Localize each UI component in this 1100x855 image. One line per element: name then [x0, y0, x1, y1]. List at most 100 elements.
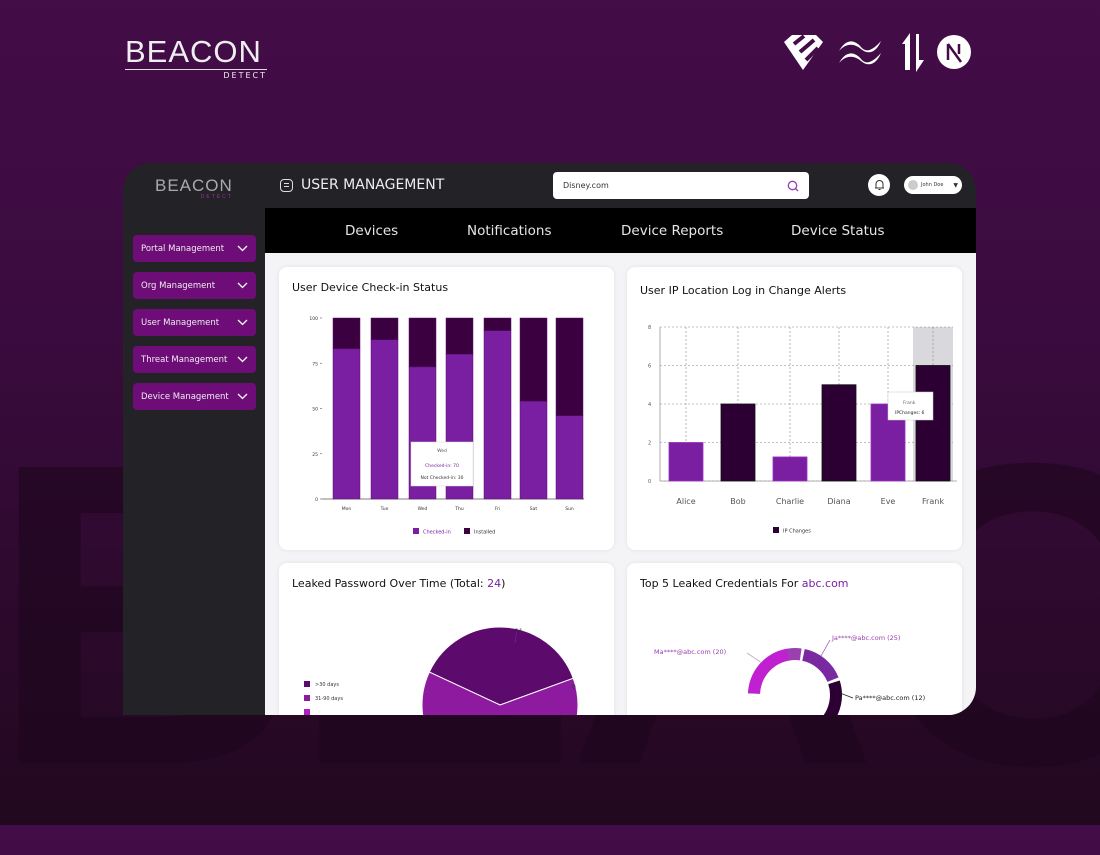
tooltip-title: Frank: [903, 400, 916, 406]
tab-bar: Devices Notifications Device Reports Dev…: [265, 208, 976, 253]
label-line: [562, 686, 572, 692]
legend-swatch: [304, 709, 310, 715]
menu-icon[interactable]: [280, 178, 293, 192]
x-tick-label: Fri: [495, 506, 500, 512]
ip-change-card: User IP Location Log in Change Alerts 0 2…: [627, 267, 962, 550]
label-line: [746, 652, 763, 664]
sidebar-item-org-management[interactable]: Org Management: [133, 272, 256, 299]
leaked-password-card: Leaked Password Over Time (Total: 24) 11…: [279, 563, 614, 715]
tooltip-line: Not Checked-in: 30: [420, 475, 463, 481]
chevron-down-icon: [237, 356, 248, 363]
nextjs-icon: [937, 35, 971, 69]
turborepo-icon: [902, 33, 924, 72]
bar-installed-thu: [445, 317, 474, 355]
tooltip: [410, 441, 474, 487]
tooltip: [887, 391, 934, 421]
notification-bell-button[interactable]: [868, 174, 890, 196]
search-icon[interactable]: [787, 180, 799, 192]
card-title: Leaked Password Over Time (Total: 24): [292, 577, 506, 590]
bell-icon: [874, 180, 884, 190]
dashboard-content: User Device Check-in Status 0 25 50 75 100 Mo…: [265, 253, 976, 715]
app-window: BEACON DETECT Portal Management Org Manag…: [123, 163, 976, 715]
sidebar-item-portal-management[interactable]: Portal Management: [133, 235, 256, 262]
user-menu[interactable]: John Doe ▼: [904, 176, 962, 194]
sidebar-item-user-management[interactable]: User Management: [133, 309, 256, 336]
x-tick-label: Tue: [380, 506, 389, 512]
leaked-credentials-card: Top 5 Leaked Credentials For abc.com Ja*…: [627, 563, 962, 715]
y-tick-label: 75: [312, 361, 318, 367]
x-tick-label: Bob: [730, 497, 745, 506]
bar-diana: [821, 384, 857, 482]
legend-swatch: [304, 695, 310, 701]
tab-devices[interactable]: Devices: [345, 222, 399, 239]
ip-change-chart: 0 2 4 6 8 Alice Bob Charlie Diana Eve Frank Frank IP…: [648, 325, 957, 535]
y-tick-label: 50: [312, 407, 318, 413]
bar-checked-in-mon: [332, 348, 361, 500]
sidebar-item-threat-management[interactable]: Threat Management: [133, 346, 256, 373]
x-tick-label: Sun: [565, 506, 574, 512]
checkin-status-chart: 0 25 50 75 100 Mon Tue Wed Thu Fri Sat Sun Wed Checke…: [309, 316, 584, 536]
sidebar-item-device-management[interactable]: Device Management: [133, 383, 256, 410]
tooltip-line: IPChanges: 6: [895, 410, 925, 416]
y-tick-label: 8: [648, 325, 651, 331]
slice-label: Ja****@abc.com (25): [831, 634, 900, 642]
y-tick-label: 4: [648, 402, 651, 408]
chevron-down-icon: [237, 282, 248, 289]
bar-frank: [915, 365, 951, 482]
tooltip-title: Wed: [437, 448, 447, 454]
legend-label: 31-90 days: [315, 696, 343, 702]
pie-slice: [428, 626, 574, 706]
x-tick-label: Charlie: [776, 497, 804, 506]
bar-checked-in-fri: [483, 330, 512, 500]
x-tick-label: Alice: [676, 497, 695, 506]
bar-checked-in-tue: [370, 339, 399, 500]
card-title: User IP Location Log in Change Alerts: [640, 284, 847, 297]
brand-logo: BEACON DETECT: [125, 34, 267, 80]
bar-checked-in-sat: [519, 401, 548, 500]
tab-device-status[interactable]: Device Status: [791, 222, 885, 239]
page-title: USER MANAGEMENT: [280, 177, 444, 193]
label-line: [820, 639, 831, 657]
avatar: [908, 180, 918, 190]
card-title: Top 5 Leaked Credentials For abc.com: [640, 577, 849, 590]
y-tick-label: 6: [648, 364, 651, 370]
legend-swatch: [304, 681, 310, 687]
bar-installed-fri: [483, 317, 512, 331]
legend-label: Checked-in: [423, 530, 451, 536]
bar-installed-sun: [555, 317, 584, 416]
x-tick-label: Wed: [418, 506, 428, 512]
x-tick-label: Diana: [827, 497, 850, 506]
slice-label: 0: [572, 684, 576, 691]
y-tick-label: 25: [312, 452, 318, 458]
x-tick-label: Thu: [454, 506, 464, 512]
chevron-down-icon: [237, 319, 248, 326]
bar-bob: [720, 403, 756, 482]
donut-segment: [802, 649, 839, 682]
y-tick-label: 0: [648, 479, 651, 485]
chevron-down-icon: [237, 393, 248, 400]
bar-installed-sat: [519, 317, 548, 402]
bar-checked-in-sun: [555, 415, 584, 500]
donut-segment: [748, 648, 789, 694]
card-title: User Device Check-in Status: [292, 281, 449, 294]
search-input[interactable]: Disney.com: [553, 172, 809, 199]
caret-down-icon: ▼: [953, 181, 958, 189]
tab-device-reports[interactable]: Device Reports: [621, 222, 724, 239]
tab-notifications[interactable]: Notifications: [467, 222, 552, 239]
label-line: [839, 692, 854, 699]
legend-swatch: [413, 528, 419, 534]
bar-installed-wed: [408, 317, 437, 368]
bar-charlie: [772, 456, 808, 482]
tech-stack-icons: [780, 30, 972, 74]
leaked-password-pie: 11 0 >30 days 31-90 days: [304, 626, 579, 715]
bar-installed-mon: [332, 317, 361, 350]
leaked-credentials-donut: Ja****@abc.com (25) Pa****@abc.com (12) Ma…: [654, 634, 925, 715]
legend-swatch: [773, 527, 779, 533]
legend-label: >30 days: [315, 682, 339, 688]
app-logo: BEACON DETECT: [155, 176, 233, 200]
donut-segment: [823, 680, 842, 715]
x-tick-label: Frank: [922, 497, 944, 506]
slice-label: 11: [515, 628, 523, 635]
legend-swatch: [464, 528, 470, 534]
svelte-icon: [784, 34, 823, 70]
